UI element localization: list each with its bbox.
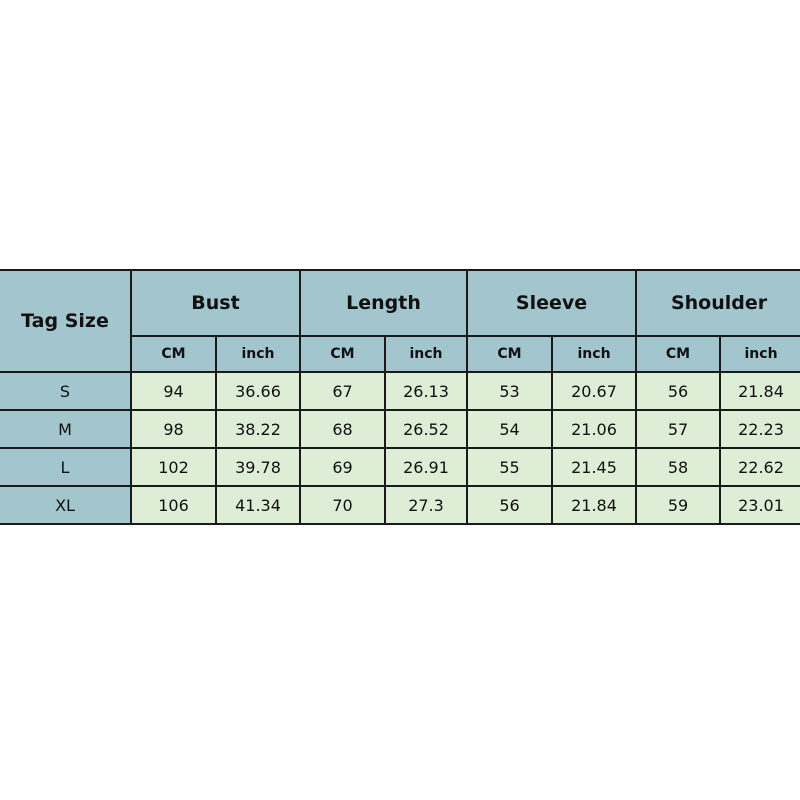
- value-cell: 68: [299, 409, 386, 449]
- length-header: Length: [298, 269, 469, 337]
- value-cell: 106: [130, 485, 217, 525]
- value-cell: 56: [635, 371, 722, 411]
- value-cell: 36.66: [215, 371, 301, 411]
- tag-size-header: Tag Size: [0, 269, 132, 373]
- unit-header-cm: CM: [466, 335, 554, 373]
- value-cell: 20.67: [551, 371, 638, 411]
- table-row: M 98 38.22 68 26.52 54 21.06 57 22.23: [0, 409, 800, 449]
- bust-header: Bust: [130, 269, 301, 337]
- size-chart-table: Tag Size Bust Length Sleeve Shoulder CM i…: [0, 269, 800, 525]
- table-row: XL 106 41.34 70 27.3 56 21.84 59 23.01: [0, 485, 800, 525]
- value-cell: 26.91: [383, 447, 469, 487]
- value-cell: 39.78: [215, 447, 301, 487]
- value-cell: 26.13: [383, 371, 469, 411]
- value-cell: 57: [635, 409, 722, 449]
- unit-header-inch: inch: [719, 335, 800, 373]
- value-cell: 41.34: [215, 485, 301, 525]
- value-cell: 58: [635, 447, 722, 487]
- table-row: L 102 39.78 69 26.91 55 21.45 58 22.62: [0, 447, 800, 487]
- sleeve-header: Sleeve: [466, 269, 638, 337]
- value-cell: 22.62: [719, 447, 800, 487]
- unit-header-inch: inch: [215, 335, 301, 373]
- table-row: S 94 36.66 67 26.13 53 20.67 56 21.84: [0, 371, 800, 411]
- value-cell: 21.84: [551, 485, 638, 525]
- value-cell: 70: [299, 485, 386, 525]
- value-cell: 23.01: [719, 485, 800, 525]
- value-cell: 27.3: [383, 485, 469, 525]
- value-cell: 26.52: [383, 409, 469, 449]
- size-cell: XL: [0, 485, 132, 525]
- value-cell: 38.22: [215, 409, 301, 449]
- value-cell: 21.45: [551, 447, 638, 487]
- unit-header-inch: inch: [383, 335, 469, 373]
- shoulder-header: Shoulder: [635, 269, 800, 337]
- unit-header-cm: CM: [635, 335, 722, 373]
- value-cell: 102: [130, 447, 217, 487]
- value-cell: 53: [466, 371, 554, 411]
- value-cell: 21.84: [719, 371, 800, 411]
- value-cell: 21.06: [551, 409, 638, 449]
- value-cell: 67: [299, 371, 386, 411]
- unit-header-inch: inch: [551, 335, 638, 373]
- size-cell: S: [0, 371, 132, 411]
- value-cell: 94: [130, 371, 217, 411]
- value-cell: 54: [466, 409, 554, 449]
- value-cell: 59: [635, 485, 722, 525]
- value-cell: 98: [130, 409, 217, 449]
- unit-header-cm: CM: [299, 335, 386, 373]
- value-cell: 56: [466, 485, 554, 525]
- value-cell: 22.23: [719, 409, 800, 449]
- unit-header-cm: CM: [130, 335, 217, 373]
- value-cell: 55: [466, 447, 554, 487]
- size-cell: L: [0, 447, 132, 487]
- size-cell: M: [0, 409, 132, 449]
- value-cell: 69: [299, 447, 386, 487]
